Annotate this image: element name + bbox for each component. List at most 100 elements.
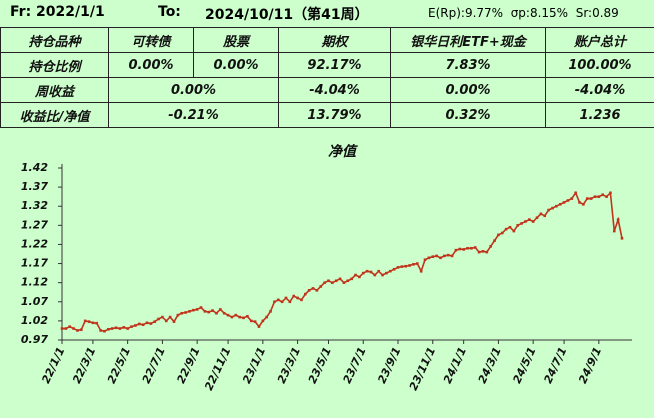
point: [539, 212, 543, 216]
point: [481, 250, 485, 253]
table-cell: 0.00%: [108, 52, 194, 78]
point: [454, 248, 458, 252]
point: [234, 313, 238, 317]
table-cell: 收益比/净值: [0, 102, 109, 128]
point: [323, 281, 326, 284]
point: [369, 270, 373, 274]
y-tick-label: 0.97: [21, 333, 48, 346]
point: [535, 216, 539, 219]
point: [276, 298, 280, 302]
point: [211, 309, 214, 312]
point: [192, 308, 195, 312]
point: [257, 325, 261, 328]
point: [582, 203, 585, 206]
point: [516, 224, 520, 227]
point: [188, 310, 191, 313]
y-tick-label: 1.22: [21, 237, 48, 250]
point: [64, 327, 68, 330]
point: [153, 320, 156, 323]
point: [354, 273, 357, 277]
x-tick-label: 23/3/1: [275, 345, 303, 386]
point: [477, 250, 481, 254]
point: [103, 329, 106, 333]
chart-title: 净值: [328, 143, 358, 160]
point: [145, 321, 149, 325]
point: [161, 315, 164, 319]
header-cell: 持仓品种: [0, 27, 109, 53]
point: [605, 195, 608, 198]
point: [307, 289, 311, 292]
point: [219, 308, 222, 311]
point: [489, 245, 492, 248]
point: [180, 311, 184, 315]
table-cell: 0.00%: [193, 52, 279, 78]
point: [578, 201, 581, 204]
x-tick-label: 24/5/1: [510, 345, 538, 386]
point: [416, 262, 419, 265]
x-tick-label: 23/11/1: [407, 345, 438, 392]
point: [253, 320, 257, 323]
point: [172, 320, 176, 323]
point: [504, 227, 508, 231]
to-date: 2024/10/11（第41周）: [205, 7, 369, 23]
point: [547, 208, 550, 212]
point: [412, 263, 415, 266]
point: [110, 327, 114, 330]
point: [500, 231, 504, 235]
point: [230, 315, 234, 319]
point: [238, 315, 241, 319]
point: [327, 279, 330, 283]
point: [130, 325, 133, 328]
point: [207, 310, 211, 314]
x-tick-label: 22/5/1: [105, 345, 133, 386]
point: [408, 264, 411, 267]
x-tick-label: 23/5/1: [306, 345, 334, 386]
x-tick-label: 24/7/1: [541, 345, 569, 386]
point: [300, 298, 303, 302]
point: [269, 310, 272, 313]
point: [450, 254, 454, 258]
point: [528, 218, 531, 221]
point: [304, 292, 307, 296]
y-tick-label: 1.17: [21, 257, 48, 270]
point: [446, 253, 450, 257]
point: [616, 218, 620, 221]
x-tick-label: 23/9/1: [375, 345, 403, 386]
point: [87, 320, 91, 323]
point: [141, 323, 145, 327]
point: [585, 197, 589, 200]
point: [609, 191, 612, 195]
y-tick-label: 1.12: [21, 276, 48, 289]
table-cell: 0.00%: [390, 77, 546, 103]
point: [280, 300, 284, 304]
point: [392, 267, 396, 271]
point: [68, 325, 72, 328]
stats: E(Rp):9.77% σp:8.15% Sr:0.89: [428, 6, 619, 20]
table-cell: 7.83%: [390, 52, 546, 78]
point: [427, 256, 431, 260]
x-tick-label: 23/7/1: [341, 345, 369, 386]
point: [95, 321, 99, 325]
table-row: 收益比/净值 -0.21% 13.79% 0.32% 1.236: [0, 102, 654, 128]
point: [439, 256, 442, 260]
point: [311, 287, 315, 290]
point: [385, 271, 388, 275]
point: [292, 294, 296, 298]
point: [114, 326, 118, 330]
point: [543, 214, 547, 218]
point: [493, 239, 496, 242]
y-tick-label: 1.02: [21, 314, 48, 327]
point: [226, 313, 230, 317]
point: [381, 273, 384, 277]
header: Fr: 2022/1/1 To: 2024/10/11（第41周） E(Rp):…: [0, 0, 654, 27]
point: [419, 269, 423, 273]
x-tick-label: 24/1/1: [441, 345, 469, 386]
point: [122, 326, 126, 329]
x-tick-label: 22/1/1: [39, 345, 67, 386]
point: [342, 281, 346, 284]
y-tick-label: 1.42: [21, 161, 48, 174]
point: [520, 222, 523, 225]
point: [149, 322, 153, 325]
point: [284, 296, 288, 300]
